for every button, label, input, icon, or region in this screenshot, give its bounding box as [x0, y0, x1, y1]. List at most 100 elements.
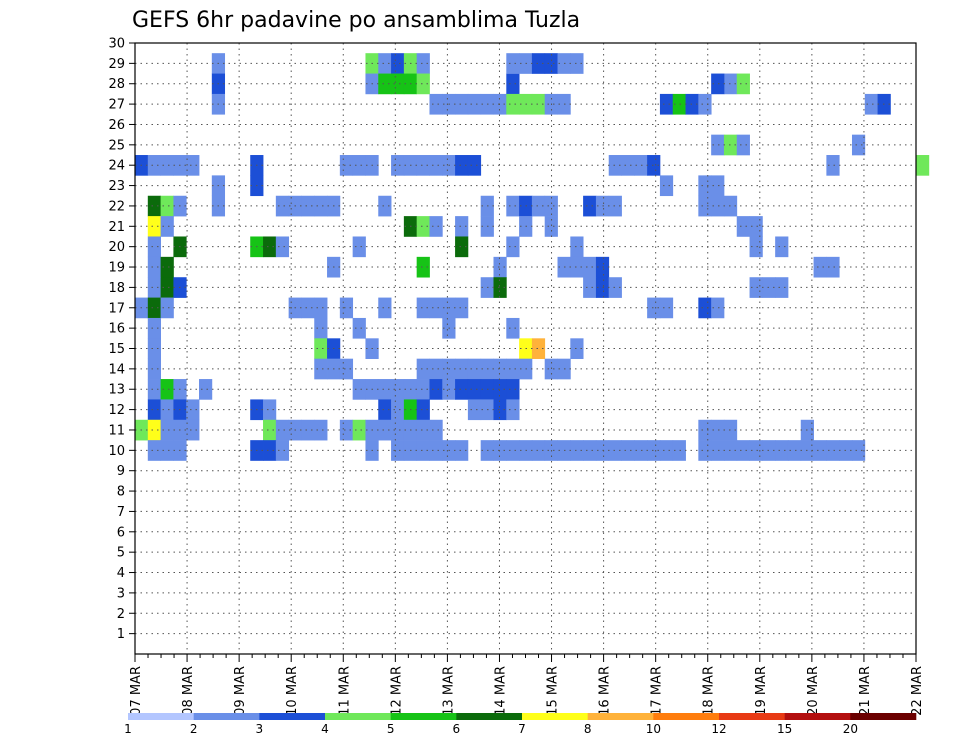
data-cell [147, 419, 161, 441]
chart-title: GEFS 6hr padavine po ansamblima Tuzla [132, 8, 580, 33]
colorbar-swatch [259, 713, 326, 720]
data-cell [429, 440, 443, 461]
data-cell [455, 297, 469, 319]
y-tick-label: 14 [108, 362, 125, 377]
data-cell [506, 93, 520, 115]
data-cell [916, 155, 930, 176]
data-cell [621, 155, 635, 176]
data-cell [429, 297, 443, 319]
data-cell [186, 399, 200, 421]
y-tick-label: 23 [108, 179, 125, 194]
data-cell [608, 155, 622, 176]
data-cell [263, 399, 277, 421]
data-cell [429, 216, 443, 237]
data-cell [531, 93, 546, 115]
data-cell [339, 297, 354, 319]
data-cell [570, 53, 584, 74]
data-cell [416, 358, 430, 380]
x-tick-label: 14 MAR [493, 666, 508, 716]
data-cell [711, 134, 725, 156]
y-tick-label: 5 [117, 546, 125, 561]
data-cell [723, 73, 738, 95]
data-cell [506, 358, 520, 380]
data-cell [391, 73, 405, 95]
data-cell [506, 73, 520, 95]
colorbar-swatch [390, 713, 457, 720]
data-cell [698, 419, 712, 441]
data-cell [391, 155, 405, 176]
data-cell [275, 236, 290, 258]
data-cell [199, 379, 213, 400]
data-cell [186, 155, 200, 176]
data-cell [275, 419, 290, 441]
colorbar-swatch [456, 713, 523, 720]
data-cell [723, 195, 738, 217]
data-cell [147, 216, 161, 237]
y-tick-label: 3 [117, 586, 125, 601]
data-cell [160, 440, 174, 461]
data-cell [147, 277, 161, 298]
data-cell [647, 155, 661, 176]
x-tick-label: 09 MAR [233, 666, 248, 716]
x-tick-label: 08 MAR [181, 666, 196, 716]
data-cell [275, 440, 290, 461]
data-cell [352, 155, 366, 176]
y-tick-label: 22 [108, 199, 125, 214]
data-cell [147, 195, 161, 217]
data-cell [775, 236, 789, 258]
data-cell [506, 399, 520, 421]
colorbar: 1 2 3 4 5 6 7 8 10 12 15 20 [124, 713, 917, 736]
data-cell [263, 419, 277, 441]
data-cell [570, 256, 584, 278]
data-cell [378, 73, 392, 95]
data-cell [826, 440, 840, 461]
data-cell [659, 93, 674, 115]
y-axis: 1234567891011121314151617181920212223242… [108, 37, 135, 642]
colorbar-label: 2 [190, 722, 198, 736]
y-tick-label: 13 [108, 383, 125, 398]
data-cell [493, 399, 507, 421]
data-cell [160, 216, 174, 237]
y-tick-label: 29 [108, 57, 125, 72]
y-tick-label: 24 [108, 159, 125, 174]
colorbar-swatch [522, 713, 588, 720]
colorbar-label: 6 [453, 722, 461, 736]
data-cell [506, 195, 520, 217]
data-cell [749, 216, 763, 237]
x-tick-label: 07 MAR [129, 666, 144, 716]
data-cell [416, 53, 430, 74]
x-tick-label: 13 MAR [441, 666, 456, 716]
data-cell [455, 93, 469, 115]
data-cell [634, 155, 648, 176]
data-cell [531, 53, 546, 74]
data-cell [467, 358, 482, 380]
data-cell [455, 440, 469, 461]
data-cell [493, 440, 507, 461]
x-tick-label: 18 MAR [702, 666, 717, 716]
data-cell [583, 256, 597, 278]
data-cell [493, 256, 507, 278]
y-tick-label: 6 [117, 525, 125, 540]
data-cell [851, 134, 866, 156]
data-cells [135, 53, 930, 461]
y-tick-label: 15 [108, 342, 125, 357]
colorbar-label: 20 [843, 722, 858, 736]
data-cell [301, 297, 315, 319]
data-cell [416, 297, 430, 319]
data-cell [429, 155, 443, 176]
data-cell [314, 419, 328, 441]
data-cell [698, 297, 712, 319]
data-cell [531, 195, 546, 217]
data-cell [416, 399, 430, 421]
data-cell [506, 317, 520, 339]
x-tick-label: 15 MAR [546, 666, 561, 716]
x-tick-label: 11 MAR [337, 666, 352, 716]
data-cell [775, 277, 789, 298]
data-cell [711, 419, 725, 441]
data-cell [506, 440, 520, 461]
data-cell [583, 440, 597, 461]
data-cell [429, 93, 443, 115]
data-cell [147, 358, 161, 380]
data-cell [647, 297, 661, 319]
data-cell [544, 358, 558, 380]
